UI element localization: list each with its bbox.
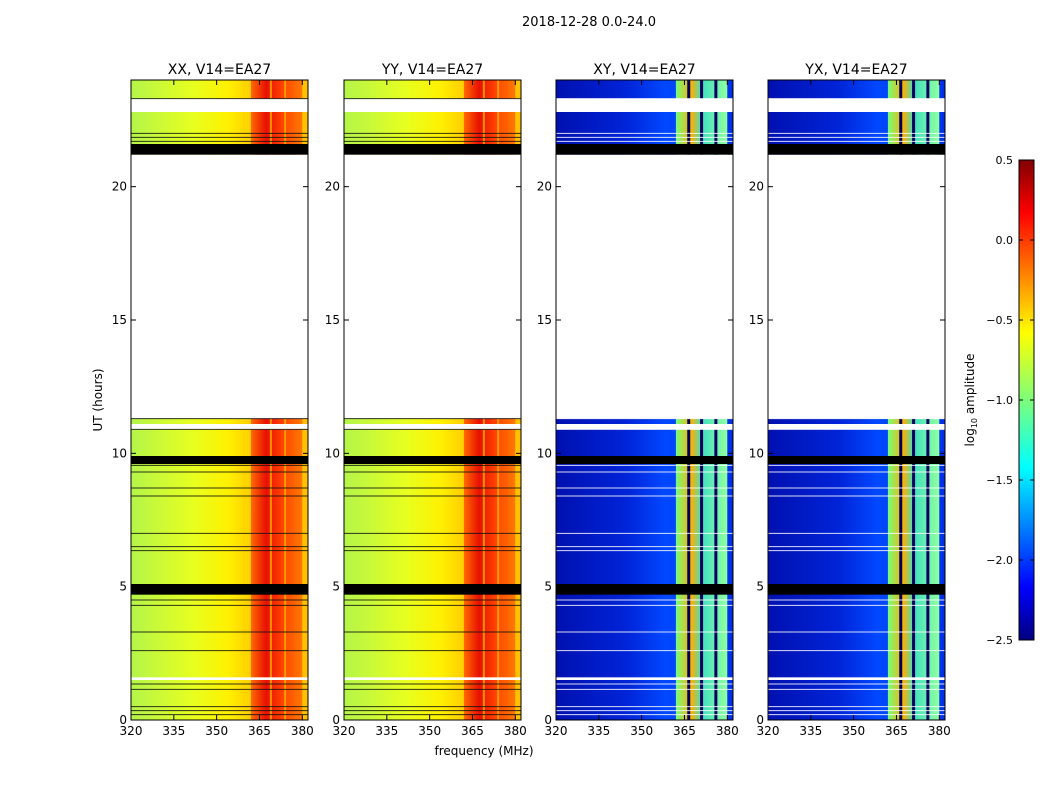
colorbar-tick-label: −2.5 [986, 634, 1013, 647]
blank-gap [556, 424, 733, 430]
blank-gap [131, 424, 308, 430]
flagged-band [768, 584, 945, 595]
panel-xx: XX, V14=EA27 320 335 350 365 380 0 5 10 15 20 [112, 62, 314, 738]
colorbar-tick-label: 0.0 [996, 234, 1014, 247]
y-tick-label: 10 [537, 446, 552, 460]
y-tick-label: 10 [325, 446, 340, 460]
y-tick-label: 0 [119, 713, 127, 727]
no-data-region [344, 154, 521, 419]
flagged-band [768, 456, 945, 464]
flagged-band [131, 584, 308, 595]
flagged-band [556, 584, 733, 595]
blank-gap [344, 677, 521, 680]
blank-gap [556, 98, 733, 112]
flagged-band [556, 456, 733, 464]
flagged-band [131, 456, 308, 464]
panel-yx: YX, V14=EA27 320 335 350 365 380 0 5 10 15 20 [749, 62, 951, 738]
x-tick-label: 320 [333, 724, 356, 738]
y-tick-label: 10 [749, 446, 764, 460]
panel-title: XX, V14=EA27 [168, 62, 271, 78]
blank-gap [131, 98, 308, 112]
blank-gap [768, 98, 945, 112]
x-tick-label: 320 [120, 724, 143, 738]
y-tick-label: 5 [119, 580, 127, 594]
x-tick-label: 365 [248, 724, 271, 738]
x-tick-label: 380 [291, 724, 314, 738]
x-tick-label: 320 [545, 724, 568, 738]
no-data-region [556, 154, 733, 419]
flagged-band [131, 144, 308, 155]
colorbar-label: log10 amplitude [963, 354, 979, 447]
colorbar-tick-label: 0.5 [996, 154, 1014, 167]
blank-gap [131, 677, 308, 680]
y-tick-label: 20 [537, 180, 552, 194]
panel-frame [130, 79, 309, 721]
x-tick-label: 365 [673, 724, 696, 738]
y-tick-label: 5 [332, 580, 340, 594]
y-tick-label: 0 [544, 713, 552, 727]
x-axis-label: frequency (MHz) [434, 744, 533, 758]
panel-title: YX, V14=EA27 [804, 62, 907, 78]
y-tick-label: 15 [537, 313, 552, 327]
blank-gap [344, 98, 521, 112]
panel-xy: XY, V14=EA27 320 335 350 365 380 0 5 10 15 20 [537, 62, 739, 738]
y-tick-label: 20 [749, 180, 764, 194]
x-tick-label: 320 [757, 724, 780, 738]
y-tick-label: 15 [112, 313, 127, 327]
colorbar-tick-label: −1.0 [986, 394, 1013, 407]
colorbar-tick-label: −2.0 [986, 554, 1013, 567]
panel-yy: YY, V14=EA27 320 335 350 365 380 0 5 10 15 20 [325, 62, 527, 738]
figure-title: 2018-12-28 0.0-24.0 [522, 15, 656, 30]
y-tick-label: 15 [325, 313, 340, 327]
y-tick-label: 20 [325, 180, 340, 194]
x-tick-label: 335 [587, 724, 610, 738]
y-tick-label: 10 [112, 446, 127, 460]
blank-gap [768, 677, 945, 680]
y-tick-label: 0 [332, 713, 340, 727]
y-tick-label: 0 [756, 713, 764, 727]
y-axis-label: UT (hours) [91, 368, 105, 431]
panel-title: XY, V14=EA27 [593, 62, 695, 78]
x-tick-label: 350 [842, 724, 865, 738]
flagged-band [556, 144, 733, 155]
blank-gap [344, 424, 521, 430]
x-tick-label: 380 [928, 724, 951, 738]
x-tick-label: 365 [461, 724, 484, 738]
blank-gap [768, 424, 945, 430]
flagged-band [768, 144, 945, 155]
no-data-region [131, 154, 308, 419]
panel-frame [343, 79, 522, 721]
x-tick-label: 380 [504, 724, 527, 738]
y-tick-label: 15 [749, 313, 764, 327]
colorbar-tick-label: −0.5 [986, 314, 1013, 327]
x-tick-label: 350 [205, 724, 228, 738]
blank-gap [556, 677, 733, 680]
panel-title: YY, V14=EA27 [381, 62, 483, 78]
x-tick-label: 380 [716, 724, 739, 738]
no-data-region [768, 154, 945, 419]
colorbar: log10 amplitude 0.5 0.0 −0.5 −1.0 −1.5 −2.0 −2… [963, 154, 1035, 647]
panel-frame [767, 79, 946, 721]
panel-frame [555, 79, 734, 721]
colorbar-tick-label: −1.5 [986, 474, 1013, 487]
flagged-band [344, 144, 521, 155]
x-tick-label: 350 [630, 724, 653, 738]
x-tick-label: 335 [375, 724, 398, 738]
flagged-band [344, 584, 521, 595]
x-tick-label: 335 [799, 724, 822, 738]
y-tick-label: 5 [544, 580, 552, 594]
x-tick-label: 335 [162, 724, 185, 738]
x-tick-label: 365 [885, 724, 908, 738]
y-tick-label: 5 [756, 580, 764, 594]
flagged-band [344, 456, 521, 464]
x-tick-label: 350 [418, 724, 441, 738]
y-tick-label: 20 [112, 180, 127, 194]
